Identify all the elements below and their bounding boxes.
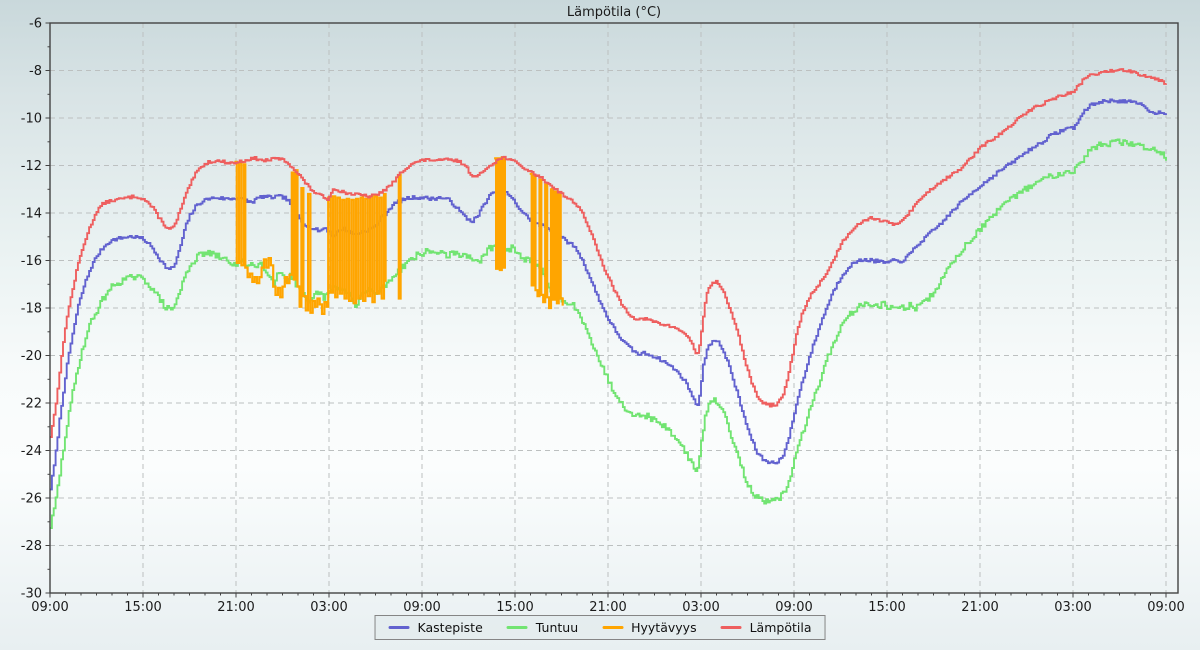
legend-swatch (602, 626, 624, 629)
ticks (45, 22, 1167, 598)
x-tick-label: 15:00 (496, 600, 533, 615)
x-tick-label: 09:00 (31, 600, 68, 615)
y-tick-label: -14 (21, 207, 42, 222)
y-tick-label: -10 (21, 112, 42, 127)
y-tick-label: -26 (21, 492, 42, 507)
chart-title: Lämpötila (°C) (566, 5, 662, 20)
series-hyytvyys (494, 156, 506, 272)
series-group (50, 68, 1167, 530)
y-tick-label: -24 (21, 444, 42, 459)
x-tick-label: 21:00 (217, 600, 254, 615)
legend-item-tuntuu: Tuntuu (506, 620, 579, 635)
tick-labels: 09:00 15:00 21:00 03:00 09:00 15:00 21:00 03:00… (21, 17, 1185, 616)
legend-item-kastepiste: Kastepiste (388, 620, 483, 635)
legend-label: Hyytävyys (631, 620, 697, 635)
x-tick-label: 21:00 (961, 600, 998, 615)
series-hyytvyys (234, 160, 387, 315)
series-tuntuu (50, 138, 1167, 530)
legend-label: Lämpötila (749, 620, 812, 635)
x-tick-label: 03:00 (310, 600, 347, 615)
series-hyytvyys (397, 173, 402, 300)
x-tick-label: 15:00 (124, 600, 161, 615)
y-tick-label: -8 (29, 64, 42, 79)
x-tick-label: 21:00 (589, 600, 626, 615)
series-hyytvyys (529, 172, 564, 310)
x-tick-label: 09:00 (1147, 600, 1184, 615)
y-tick-label: -6 (29, 17, 42, 32)
y-tick-label: -28 (21, 539, 42, 554)
y-tick-label: -20 (21, 349, 42, 364)
y-tick-label: -18 (21, 302, 42, 317)
legend-item-lmptila: Lämpötila (720, 620, 812, 635)
x-tick-label: 03:00 (682, 600, 719, 615)
legend-swatch (506, 626, 528, 629)
legend: Kastepiste Tuntuu Hyytävyys Lämpötila (374, 615, 826, 640)
legend-label: Tuntuu (535, 620, 579, 635)
x-tick-label: 09:00 (403, 600, 440, 615)
series-lmptila (50, 68, 1167, 438)
legend-swatch (720, 626, 742, 629)
x-tick-label: 09:00 (775, 600, 812, 615)
legend-item-hyytvyys: Hyytävyys (602, 620, 697, 635)
y-tick-label: -30 (21, 587, 42, 602)
x-tick-label: 15:00 (868, 600, 905, 615)
x-tick-label: 03:00 (1054, 600, 1091, 615)
grid (50, 23, 1178, 593)
y-tick-label: -16 (21, 254, 42, 269)
y-tick-label: -12 (21, 159, 42, 174)
legend-label: Kastepiste (417, 620, 483, 635)
legend-swatch (388, 626, 410, 629)
y-tick-label: -22 (21, 397, 42, 412)
